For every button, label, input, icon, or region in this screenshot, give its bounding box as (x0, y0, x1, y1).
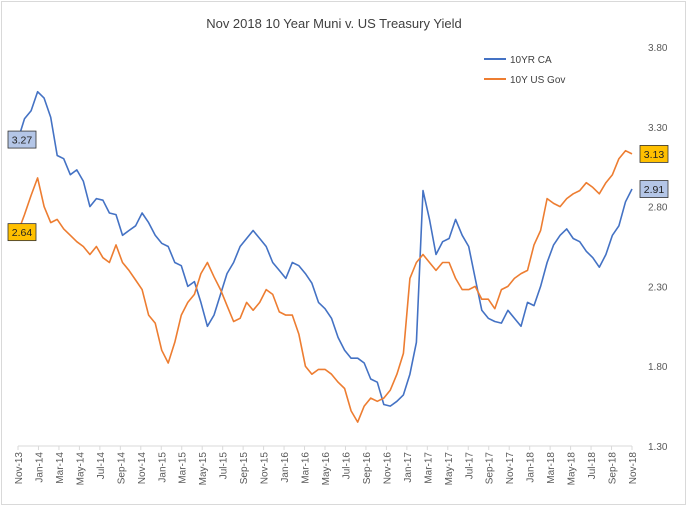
x-tick-label: Jan-17 (403, 452, 414, 483)
x-tick-label: Jan-16 (280, 452, 291, 483)
value-callout-box (7, 223, 37, 242)
value-callout-label: 2.91 (644, 184, 665, 196)
x-tick-label: May-15 (198, 452, 209, 486)
x-tick-label: Jan-14 (34, 452, 45, 483)
value-callout-label: 3.13 (644, 149, 665, 161)
x-tick-label: May-16 (321, 452, 332, 486)
x-tick-label: Mar-15 (178, 452, 189, 484)
x-tick-label: Nov-17 (505, 452, 516, 485)
y-tick-label: 1.80 (648, 362, 668, 373)
x-tick-label: Nov-13 (14, 452, 25, 485)
x-tick-label: Sep-17 (485, 452, 496, 485)
y-tick-label: 2.80 (648, 203, 668, 214)
x-tick-label: Sep-18 (608, 452, 619, 485)
x-tick-label: Nov-14 (137, 452, 148, 485)
axes: 1.30 1.80 2.30 2.80 3.30 3.80 Nov-13 Jan-14 Mar-… (14, 43, 668, 485)
x-tick-label: May-18 (567, 452, 578, 486)
x-tick-label: Sep-15 (239, 452, 250, 485)
y-tick-label: 1.30 (648, 442, 668, 453)
series-line-10y-us-gov (17, 149, 633, 423)
series-line-10yr-ca (17, 90, 633, 407)
value-callout-box (639, 145, 669, 163)
y-tick-label: 3.80 (648, 43, 668, 54)
x-tick-label: Mar-18 (546, 452, 557, 484)
value-callout-box (639, 180, 669, 198)
y-tick-label: 2.30 (648, 282, 668, 293)
x-tick-label: Jul-15 (219, 452, 230, 480)
x-tick-label: Jul-14 (96, 452, 107, 480)
legend-label: 10Y US Gov (510, 75, 565, 86)
value-callout-label: 2.64 (12, 227, 33, 239)
x-tick-label: Jan-18 (526, 452, 537, 483)
x-tick-label: Nov-16 (382, 452, 393, 485)
legend: 10YR CA 10Y US Gov (484, 55, 565, 86)
y-tick-label: 3.30 (648, 123, 668, 134)
legend-label: 10YR CA (510, 55, 552, 66)
x-tick-label: Jan-15 (157, 452, 168, 483)
x-tick-label: Nov-18 (628, 452, 639, 485)
x-tick-label: Mar-14 (55, 452, 66, 484)
x-tick-label: Jul-16 (341, 452, 352, 480)
x-tick-label: Nov-15 (260, 452, 271, 485)
value-callouts: 2.91 3.13 3.27 2.64 (7, 130, 669, 242)
x-tick-label: Mar-17 (423, 452, 434, 484)
x-tick-label: Mar-16 (301, 452, 312, 484)
value-callout-label: 3.27 (12, 135, 33, 147)
x-tick-label: May-14 (75, 452, 86, 486)
series-lines (17, 90, 633, 423)
value-callout-box (7, 130, 37, 149)
x-tick-label: May-17 (444, 452, 455, 486)
chart-title: Nov 2018 10 Year Muni v. US Treasury Yie… (206, 16, 462, 31)
x-tick-label: Sep-14 (116, 452, 127, 485)
x-tick-label: Jul-18 (587, 452, 598, 480)
x-tick-label: Jul-17 (464, 452, 475, 480)
x-tick-label: Sep-16 (362, 452, 373, 485)
